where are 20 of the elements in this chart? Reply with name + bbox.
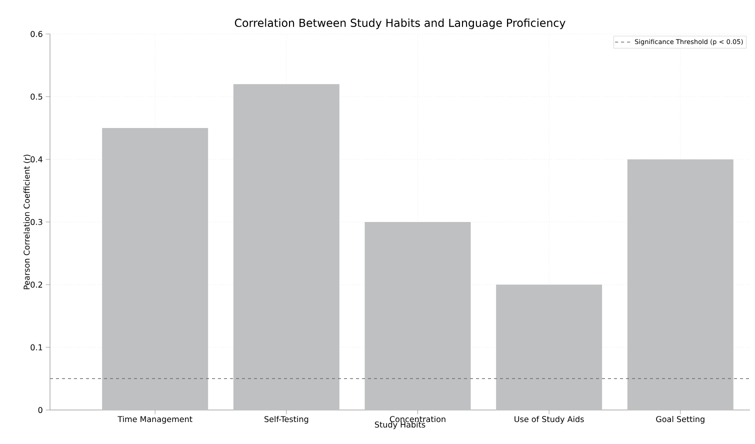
- bar: [496, 284, 602, 410]
- x-tick-label: Goal Setting: [656, 416, 704, 424]
- y-tick-label: 0.1: [30, 344, 42, 350]
- y-tick-label: 0.6: [30, 30, 42, 38]
- y-axis-title: Pearson Correlation Coefficient (r): [23, 154, 31, 290]
- bar: [364, 222, 471, 410]
- x-tick-label: Self-Testing: [264, 416, 308, 424]
- chart-title: Correlation Between Study Habits and Language Proficiency: [234, 18, 566, 30]
- x-tick-label: Time Management: [118, 416, 192, 424]
- y-tick-label: 0.4: [30, 156, 42, 162]
- x-axis-title: Study Habits: [374, 421, 426, 430]
- y-tick-label: 0.3: [30, 218, 42, 226]
- y-tick-label: 0.2: [30, 282, 42, 288]
- x-tick-label: Concentration: [390, 416, 446, 422]
- x-tick-label: Use of Study Aids: [514, 416, 584, 424]
- y-tick-label: 0.5: [30, 94, 42, 100]
- y-tick-label: 0: [38, 406, 42, 414]
- bar: [102, 128, 208, 410]
- bar: [233, 84, 340, 410]
- bar: [627, 159, 734, 410]
